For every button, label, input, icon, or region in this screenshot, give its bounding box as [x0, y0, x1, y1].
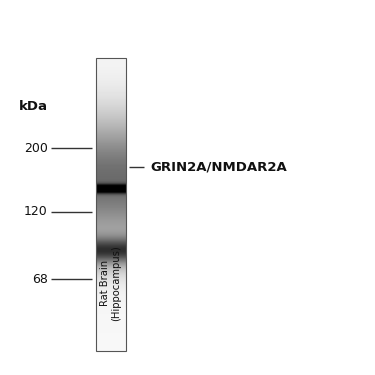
Text: 200: 200: [24, 142, 48, 154]
Text: 68: 68: [32, 273, 48, 286]
Bar: [96, 58, 126, 351]
Text: 120: 120: [24, 206, 48, 218]
Text: GRIN2A/NMDAR2A: GRIN2A/NMDAR2A: [150, 160, 287, 173]
Text: Rat Brain
(Hippocampus): Rat Brain (Hippocampus): [100, 245, 122, 321]
Text: kDa: kDa: [19, 100, 48, 113]
